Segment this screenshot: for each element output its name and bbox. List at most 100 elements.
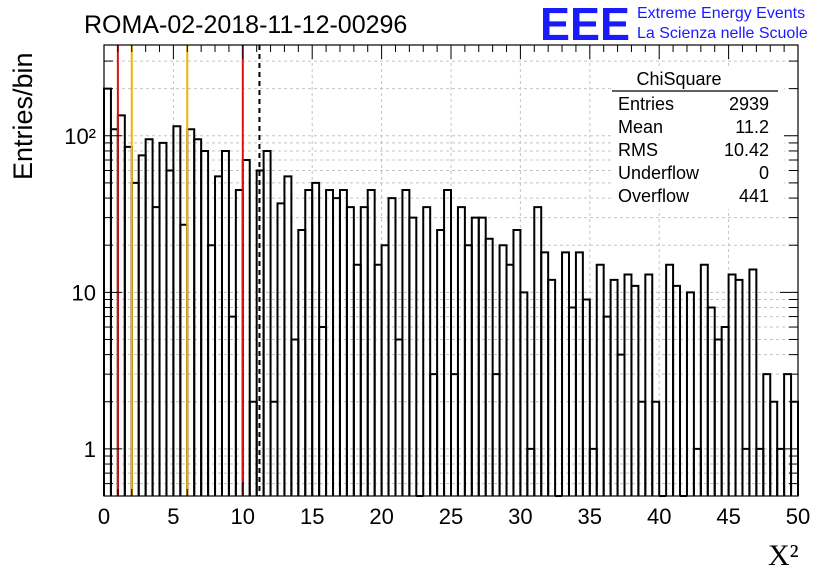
histogram-bin xyxy=(463,244,473,496)
histogram-bin xyxy=(762,373,772,496)
logo-mark: EEE xyxy=(540,0,630,50)
x-tick-label: 30 xyxy=(508,504,532,529)
histogram-bin xyxy=(470,216,480,496)
x-tick-label: 20 xyxy=(369,504,393,529)
stats-value-underflow: 0 xyxy=(759,163,769,183)
histogram-bin xyxy=(429,373,439,496)
stats-value-mean: 11.2 xyxy=(735,117,769,137)
histogram-bin xyxy=(193,138,203,496)
histogram-bin xyxy=(783,373,793,496)
histogram-bin xyxy=(422,206,432,496)
histogram-bin xyxy=(533,206,543,496)
stats-box: ChiSquare Entries 2939 Mean 11.2 RMS 10.… xyxy=(612,66,784,209)
histogram-bin xyxy=(387,197,397,496)
histogram-bin xyxy=(630,284,640,496)
axes: 0 5 10 15 20 25 30 35 40 45 50 1 10 10² xyxy=(64,45,810,529)
histogram-bin xyxy=(304,189,314,496)
histogram-bin xyxy=(713,338,723,496)
histogram-bin xyxy=(519,291,529,496)
histogram-bin xyxy=(394,338,404,496)
histogram-bin xyxy=(672,284,682,496)
x-tick-label: 15 xyxy=(300,504,324,529)
x-tick-label: 0 xyxy=(98,504,110,529)
histogram-bin xyxy=(366,189,376,496)
histogram-bin xyxy=(200,149,210,496)
histogram-bin xyxy=(408,216,418,496)
histogram-bin xyxy=(484,237,494,496)
logo-line1: Extreme Energy Events xyxy=(637,5,805,22)
histogram-bin xyxy=(283,175,293,496)
x-tick-label: 40 xyxy=(647,504,671,529)
histogram-bin xyxy=(109,128,119,496)
y-tick-label: 10² xyxy=(64,124,96,149)
histogram-bin xyxy=(581,298,591,496)
stats-value-overflow: 441 xyxy=(739,186,769,206)
chart-title: ROMA-02-2018-11-12-00296 xyxy=(84,11,407,39)
histogram-bin xyxy=(748,268,758,496)
reference-lines xyxy=(116,45,261,496)
histogram-bin xyxy=(380,244,390,496)
histogram-bin xyxy=(338,189,348,496)
histogram-bin xyxy=(220,149,230,496)
stats-label-rms: RMS xyxy=(618,140,658,160)
x-tick-label: 50 xyxy=(786,504,810,529)
histogram-bin xyxy=(137,154,147,496)
histogram-bin xyxy=(359,206,369,496)
histogram-bin xyxy=(262,149,272,496)
histogram-bin xyxy=(290,338,300,496)
histogram-bin xyxy=(116,114,126,496)
histogram-bin xyxy=(123,145,133,496)
histogram-series xyxy=(103,87,799,497)
histogram-bin xyxy=(602,315,612,496)
histogram-bin xyxy=(456,206,466,496)
histogram-bin xyxy=(491,373,501,496)
stats-label-entries: Entries xyxy=(618,94,674,114)
x-axis-label: X² xyxy=(768,539,799,572)
stats-label-underflow: Underflow xyxy=(618,163,700,183)
x-tick-label: 10 xyxy=(231,504,255,529)
histogram-bin xyxy=(276,202,286,496)
stats-label-overflow: Overflow xyxy=(618,186,690,206)
histogram-bin xyxy=(345,206,355,496)
histogram-bin xyxy=(332,197,341,496)
histogram-bin xyxy=(165,169,175,496)
histogram-bin xyxy=(158,141,168,496)
x-tick-label: 35 xyxy=(578,504,602,529)
y-tick-label: 1 xyxy=(84,437,96,462)
histogram-bin xyxy=(450,373,459,496)
x-tick-label: 5 xyxy=(167,504,179,529)
histogram-bin xyxy=(207,244,217,496)
histogram-bin xyxy=(234,189,244,496)
x-tick-label: 45 xyxy=(716,504,740,529)
histogram-bin xyxy=(227,315,237,496)
y-axis-label: Entries/bin xyxy=(8,52,38,180)
histogram-bin xyxy=(144,138,154,496)
histogram-bin xyxy=(685,291,695,496)
histogram-bin xyxy=(401,189,411,496)
histogram-bin xyxy=(477,216,487,496)
histogram-bin xyxy=(151,206,161,496)
stats-box-bg xyxy=(612,66,784,209)
histogram-bin xyxy=(498,244,508,496)
histogram-bin xyxy=(720,326,730,496)
histogram-bin xyxy=(651,400,661,496)
stats-value-rms: 10.42 xyxy=(724,140,769,160)
histogram-bin xyxy=(644,273,654,496)
histogram-bin xyxy=(443,189,452,496)
histogram-bin xyxy=(734,278,744,496)
histogram-bin xyxy=(325,189,335,496)
stats-value-entries: 2939 xyxy=(729,94,769,114)
y-tick-label: 10 xyxy=(72,280,96,305)
stats-title: ChiSquare xyxy=(636,69,721,89)
histogram-bin xyxy=(179,223,189,496)
histogram-bin xyxy=(186,128,196,496)
histogram-bin xyxy=(616,353,626,496)
x-tick-label: 25 xyxy=(439,504,463,529)
stats-label-mean: Mean xyxy=(618,117,663,137)
histogram-bin xyxy=(172,125,182,496)
histogram-bin xyxy=(547,278,557,496)
histogram-bin xyxy=(318,326,328,496)
histogram-bin xyxy=(241,159,251,496)
histogram-bin xyxy=(214,175,223,496)
